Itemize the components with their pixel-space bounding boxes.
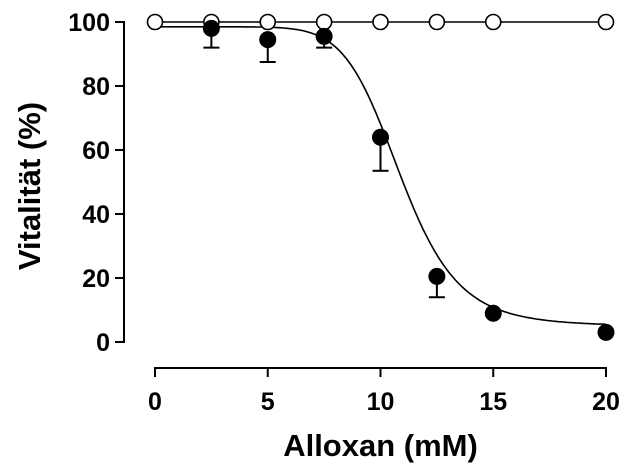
data-point-filled [315, 27, 333, 45]
series [146, 13, 615, 341]
series-filled-fit-curve [155, 25, 607, 326]
data-point-filled [259, 31, 277, 49]
data-point-open [428, 13, 446, 31]
data-point-filled [428, 267, 446, 285]
data-point-open [259, 13, 277, 31]
x-axis-label: Alloxan (mM) [283, 428, 478, 463]
data-point-filled [372, 128, 389, 146]
x-tick-label: 15 [479, 388, 507, 416]
x-tick-label: 10 [367, 388, 395, 416]
data-point-open [372, 13, 389, 31]
y-tick-label: 20 [82, 265, 110, 293]
data-point-open [597, 13, 615, 31]
data-point-filled [484, 304, 502, 322]
y-tick-label: 100 [68, 9, 110, 37]
x-tick-label: 20 [592, 388, 620, 416]
y-tick-label: 60 [82, 137, 110, 165]
y-tick-label: 80 [82, 73, 110, 101]
x-tick-label: 0 [148, 388, 162, 416]
data-point-filled [597, 323, 615, 341]
data-point-open [484, 13, 502, 31]
data-point-open [146, 13, 164, 31]
data-point-open [315, 13, 333, 31]
y-tick-label: 0 [96, 329, 110, 357]
data-point-filled [202, 19, 220, 37]
y-ticks: 0 20 40 60 80 100 [68, 9, 124, 357]
x-ticks: 0 5 10 15 20 [148, 368, 620, 416]
y-tick-label: 40 [82, 201, 110, 229]
x-tick-label: 5 [261, 388, 275, 416]
axes [123, 21, 607, 369]
y-axis-label: Vitalität (%) [12, 102, 47, 270]
